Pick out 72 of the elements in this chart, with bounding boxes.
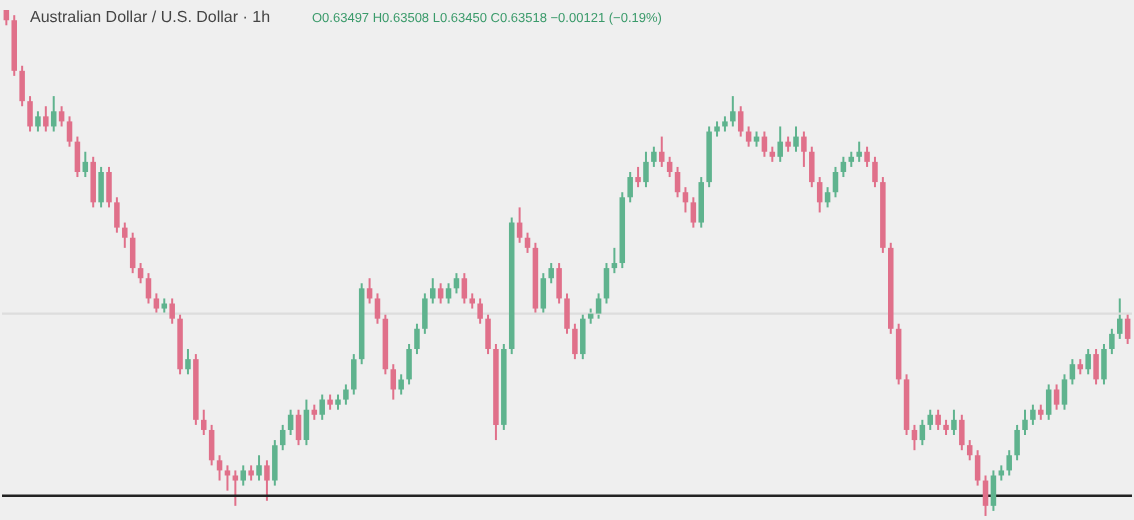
candlestick (809, 145, 815, 189)
candlestick (398, 373, 404, 396)
candlestick (343, 383, 349, 406)
candlestick (240, 464, 246, 487)
candlestick (153, 292, 160, 315)
candlestick (1045, 383, 1052, 421)
candlestick (429, 277, 436, 305)
candlestick (737, 105, 744, 138)
candlestick (698, 176, 705, 229)
candlestick (1022, 408, 1028, 437)
candlestick (1030, 403, 1036, 426)
candlestick (595, 292, 602, 320)
candlestick (801, 130, 807, 168)
candlestick (19, 64, 25, 108)
candlestick (43, 105, 49, 133)
candlestick (643, 150, 649, 189)
candlestick (635, 165, 641, 189)
candlestick (232, 469, 239, 507)
candlestick (169, 297, 175, 325)
candlestick (572, 322, 578, 361)
candlestick (1014, 423, 1020, 462)
candlestick (990, 469, 997, 512)
candlestick (730, 95, 736, 128)
candlestick (856, 140, 862, 163)
candlestick (185, 348, 191, 376)
candlestick (90, 155, 96, 209)
candlestick (690, 196, 697, 229)
candlestick (114, 196, 120, 234)
candlestick (319, 393, 325, 421)
candlestick (556, 262, 562, 305)
candlestick (777, 125, 783, 163)
candlestick (927, 408, 934, 431)
candlestick (27, 95, 33, 133)
candlestick (200, 408, 207, 437)
candlestick (1109, 327, 1115, 356)
candlestick (406, 342, 412, 386)
candlestick (477, 297, 483, 325)
candlestick (935, 408, 941, 431)
candlestick (485, 312, 491, 356)
candlestick (264, 459, 270, 502)
candlestick (256, 454, 262, 482)
candlestick (374, 292, 381, 325)
candlestick (66, 115, 73, 148)
candlestick (351, 353, 357, 396)
candlestick (272, 439, 278, 487)
candlestick (1101, 342, 1107, 386)
candlestick (864, 145, 870, 168)
candlestick (651, 145, 657, 168)
candlestick (1006, 449, 1012, 477)
candlestick (540, 272, 547, 315)
candlestick (793, 125, 799, 153)
candlestick (580, 312, 586, 361)
candlestick (1053, 383, 1060, 411)
candlestick (35, 110, 41, 133)
candlestick (659, 135, 665, 168)
candlestick (106, 165, 112, 209)
candlestick (98, 165, 104, 209)
candlestick (414, 322, 420, 356)
candlestick (959, 413, 965, 452)
candlestick (1061, 373, 1068, 411)
candlestick (974, 449, 981, 487)
candlestick (564, 292, 570, 335)
candlestick (422, 292, 428, 335)
candlestick (1117, 297, 1123, 340)
candlestick (122, 221, 128, 249)
candlestick (1093, 348, 1099, 386)
candlestick (548, 262, 554, 285)
candlestick (951, 408, 957, 437)
candlestick (872, 155, 878, 189)
chart-title: Australian Dollar / U.S. Dollar · 1h (30, 8, 271, 26)
candlestick (1085, 348, 1091, 376)
candlestick (627, 170, 633, 204)
